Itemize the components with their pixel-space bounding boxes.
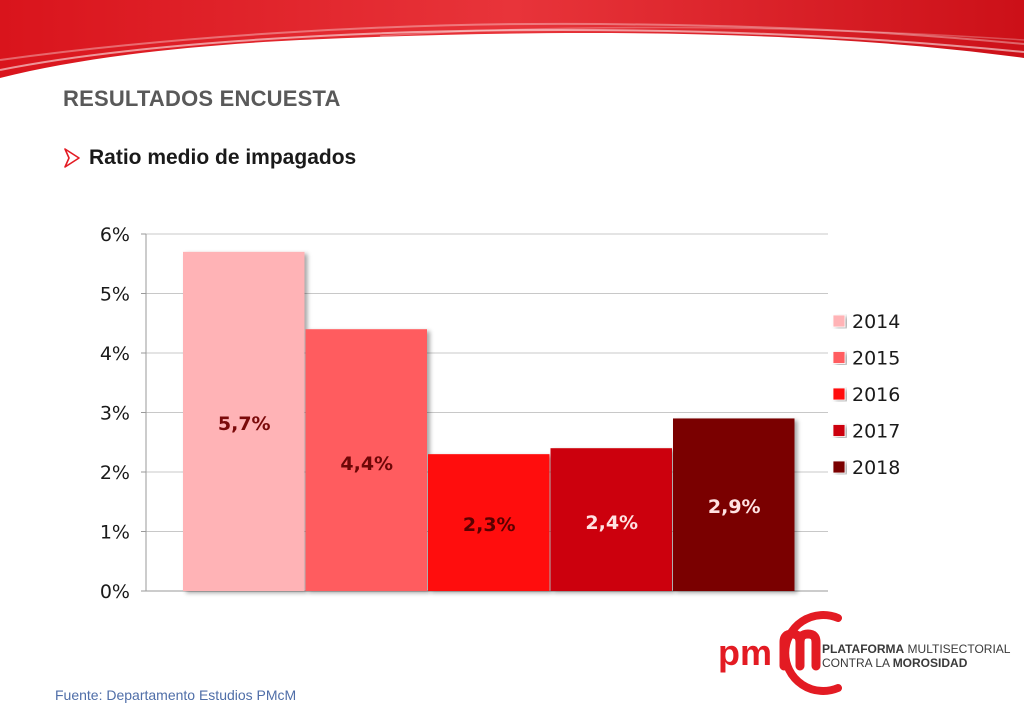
data-label-2018: 2,9% xyxy=(708,496,761,518)
y-tick-label: 0% xyxy=(100,581,130,603)
y-tick-label: 4% xyxy=(100,343,130,365)
legend-label-2018: 2018 xyxy=(852,457,900,479)
data-label-2017: 2,4% xyxy=(585,512,638,534)
page-title: RESULTADOS ENCUESTA xyxy=(63,86,341,111)
legend: 2014 2015 2016 2017 2018 xyxy=(832,311,900,479)
y-tick-label: 6% xyxy=(100,224,130,246)
y-tick-label: 1% xyxy=(100,522,130,544)
legend-swatch-2015 xyxy=(832,351,846,364)
pmcm-logo: pm PLATAFORMA MULTISECTORIAL CONTRA LA M… xyxy=(718,611,1011,695)
logo-m-mark xyxy=(779,629,821,671)
legend-label-2015: 2015 xyxy=(852,348,900,370)
legend-swatch-2017 xyxy=(832,424,846,437)
bars xyxy=(183,251,795,591)
data-labels: 5,7% 4,4% 2,3% 2,4% 2,9% xyxy=(218,413,761,536)
bar-2017 xyxy=(550,448,672,591)
bullet-arrow-icon xyxy=(64,148,80,168)
source-note: Fuente: Departamento Estudios PMcM xyxy=(55,687,297,703)
y-tick-label: 2% xyxy=(100,462,130,484)
logo-letters: pm xyxy=(718,632,772,673)
y-tick-label: 5% xyxy=(100,284,130,306)
subtitle-row: Ratio medio de impagados xyxy=(63,146,356,170)
legend-label-2017: 2017 xyxy=(852,421,900,443)
bar-2018 xyxy=(673,418,795,591)
bar-2014 xyxy=(183,251,305,591)
y-tick-label: 3% xyxy=(100,403,130,425)
data-label-2016: 2,3% xyxy=(463,514,516,536)
legend-label-2014: 2014 xyxy=(852,311,900,333)
chart-subtitle: Ratio medio de impagados xyxy=(89,146,357,169)
data-label-2014: 5,7% xyxy=(218,413,271,435)
y-axis-ticks: 0% 1% 2% 3% 4% 5% 6% xyxy=(100,224,147,603)
bar-2016 xyxy=(428,454,550,591)
header-banner xyxy=(0,0,1024,78)
legend-swatch-2018 xyxy=(832,460,846,474)
legend-label-2016: 2016 xyxy=(852,384,900,406)
bar-2015 xyxy=(305,329,427,591)
logo-line-2: CONTRA LA MOROSIDAD xyxy=(822,656,968,670)
legend-swatch-2014 xyxy=(832,314,846,328)
logo-line-1: PLATAFORMA MULTISECTORIAL xyxy=(822,642,1011,656)
data-label-2015: 4,4% xyxy=(340,453,393,475)
legend-swatch-2016 xyxy=(832,387,846,401)
